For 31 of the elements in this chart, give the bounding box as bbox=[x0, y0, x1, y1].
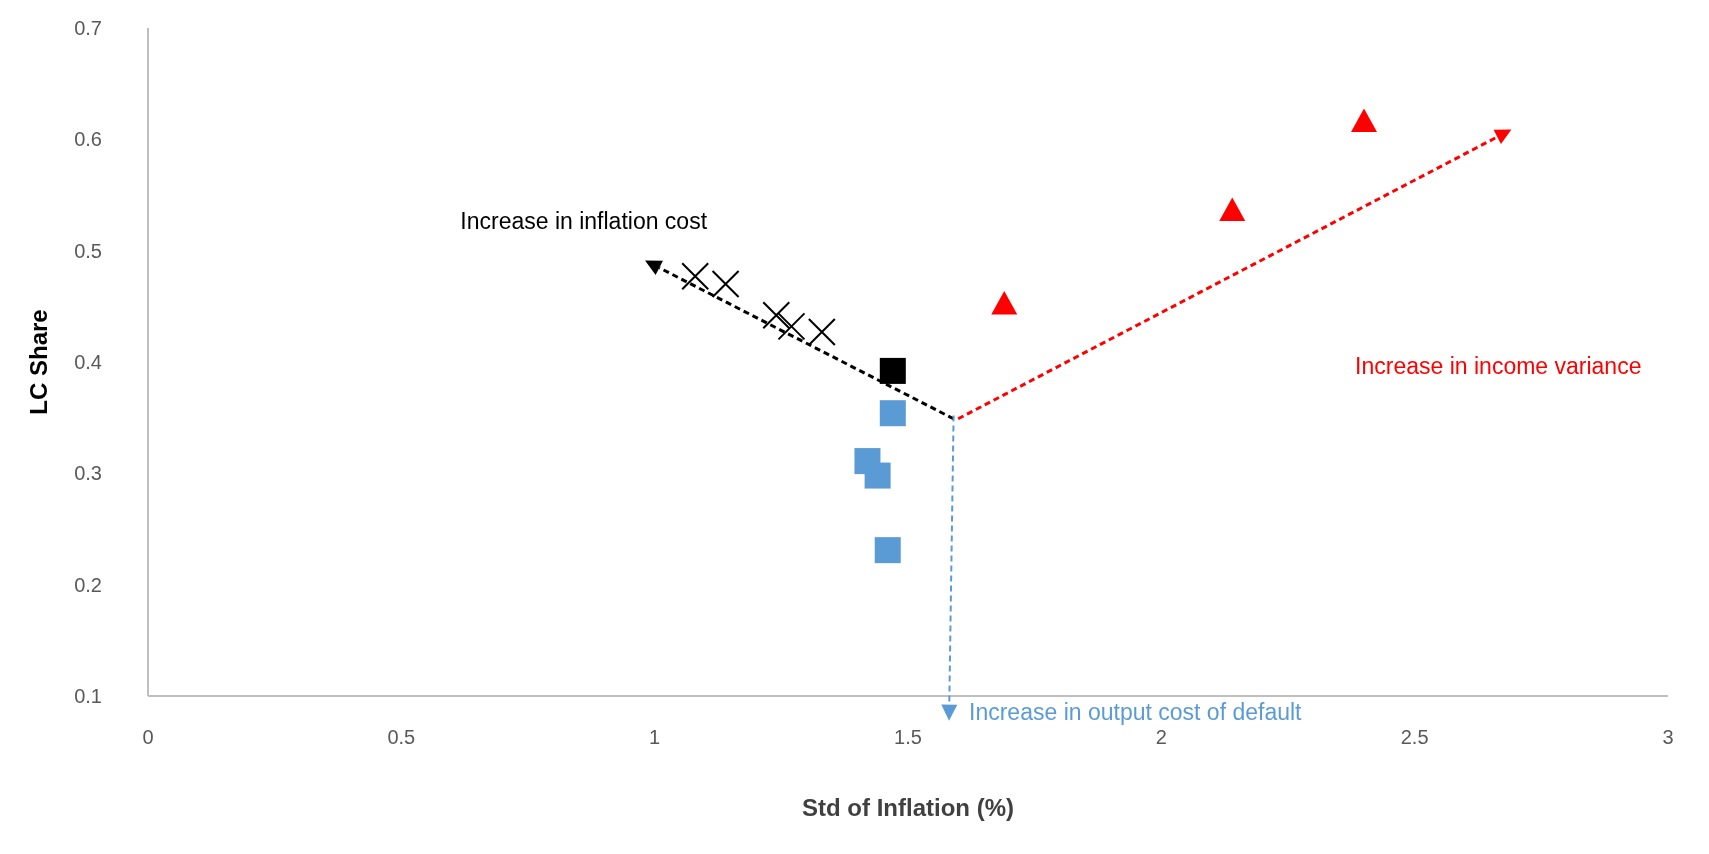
x-tick-label: 1.5 bbox=[894, 726, 922, 749]
y-tick-label: 0.2 bbox=[74, 573, 102, 596]
x-tick-label: 3 bbox=[1662, 726, 1674, 749]
point bbox=[1219, 197, 1246, 221]
point bbox=[1351, 108, 1377, 132]
point bbox=[681, 262, 710, 291]
point bbox=[777, 312, 806, 341]
annotation: Increase in income variance bbox=[1355, 352, 1642, 380]
y-tick-label: 0.5 bbox=[74, 239, 102, 262]
point bbox=[874, 537, 901, 564]
text: Increase in output cost of default bbox=[969, 698, 1302, 726]
y-tick-label: 0.1 bbox=[74, 685, 102, 708]
x-tick-label: 0.5 bbox=[387, 726, 416, 749]
x-tick-label: 2.5 bbox=[1400, 726, 1429, 749]
y-axis-title: LC Share bbox=[24, 309, 52, 415]
y-tick-label: 0.3 bbox=[74, 462, 102, 485]
x-axis-title: Std of Inflation (%) bbox=[802, 794, 1014, 821]
x-tick-label: 0 bbox=[142, 726, 154, 749]
point bbox=[879, 400, 906, 427]
point bbox=[807, 317, 836, 346]
point bbox=[991, 291, 1018, 315]
x-tick-label: 2 bbox=[1155, 726, 1167, 749]
point bbox=[864, 462, 891, 489]
x-tick-label: 1 bbox=[649, 726, 661, 749]
point bbox=[879, 357, 906, 384]
y-tick-label: 0.4 bbox=[74, 351, 102, 374]
y-tick-label: 0.7 bbox=[74, 17, 102, 40]
point bbox=[762, 301, 791, 330]
point bbox=[711, 270, 740, 299]
y-tick-label: 0.6 bbox=[74, 128, 102, 151]
annotation: Increase in inflation cost bbox=[460, 208, 708, 236]
